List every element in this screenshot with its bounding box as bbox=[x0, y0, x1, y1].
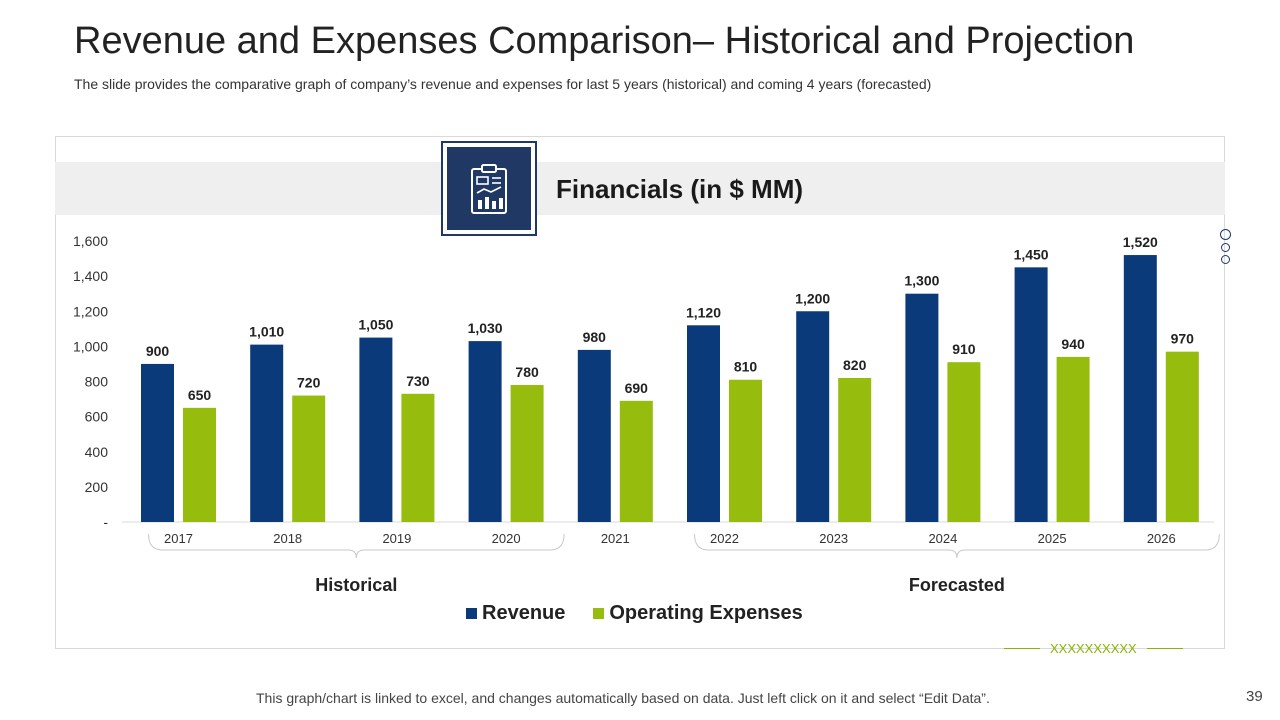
legend-item-expenses: Operating Expenses bbox=[593, 602, 803, 625]
data-label: 690 bbox=[625, 380, 649, 396]
clipboard-chart-icon bbox=[447, 147, 531, 230]
y-tick-label: - bbox=[103, 514, 108, 530]
dot-icon bbox=[1220, 243, 1230, 252]
data-label: 1,050 bbox=[358, 317, 393, 333]
x-tick-label: 2026 bbox=[1147, 531, 1176, 546]
bar-revenue bbox=[1014, 267, 1048, 522]
bar-revenue bbox=[905, 293, 939, 522]
panel-header-band bbox=[55, 162, 1225, 215]
slide-subtitle: The slide provides the comparative graph… bbox=[74, 76, 932, 92]
group-brace bbox=[148, 533, 565, 559]
financials-icon-frame bbox=[441, 141, 537, 236]
group-label-historical: Historical bbox=[315, 575, 398, 595]
data-label: 980 bbox=[583, 329, 607, 345]
legend-item-revenue: Revenue bbox=[466, 602, 565, 625]
x-tick-label: 2020 bbox=[492, 531, 521, 546]
data-label: 1,300 bbox=[904, 273, 939, 289]
bar-operating-expenses bbox=[401, 393, 435, 522]
data-label: 650 bbox=[188, 387, 212, 403]
bar-operating-expenses bbox=[183, 407, 216, 522]
bars: 900 650 1,010 720 1,050 730 1,030 780 980 690 1,12… bbox=[141, 234, 1199, 523]
bar-operating-expenses bbox=[1165, 351, 1199, 522]
group-label-forecasted: Forecasted bbox=[908, 575, 1005, 595]
bar-revenue bbox=[577, 349, 611, 522]
bar-revenue bbox=[687, 325, 720, 522]
x-tick-label: 2024 bbox=[928, 531, 957, 546]
slide-title: Revenue and Expenses Comparison– Histori… bbox=[74, 20, 1135, 62]
divider-text: XXXXXXXXXX bbox=[1050, 641, 1137, 656]
bar-revenue bbox=[468, 341, 502, 522]
bar-operating-expenses bbox=[510, 385, 544, 522]
bar-operating-expenses bbox=[292, 395, 326, 522]
data-label: 1,030 bbox=[468, 320, 503, 336]
x-tick-label: 2017 bbox=[164, 531, 193, 546]
data-label: 940 bbox=[1061, 336, 1085, 352]
data-label: 720 bbox=[297, 375, 321, 391]
data-label: 810 bbox=[734, 359, 758, 375]
data-label: 1,450 bbox=[1014, 246, 1049, 262]
data-label: 970 bbox=[1171, 331, 1195, 347]
data-label: 1,010 bbox=[249, 324, 284, 340]
data-label: 910 bbox=[952, 341, 976, 357]
data-label: 1,520 bbox=[1123, 234, 1158, 250]
y-tick-label: 1,600 bbox=[73, 233, 108, 249]
y-tick-label: 800 bbox=[85, 374, 109, 390]
x-tick-label: 2018 bbox=[273, 531, 302, 546]
data-label: 730 bbox=[406, 373, 430, 389]
chart-panel bbox=[55, 136, 1225, 649]
x-axis: 2017 2018 2019 2020 2021 2022 2023 2024 2025 2026 bbox=[164, 531, 1176, 546]
x-tick-label: 2021 bbox=[601, 531, 630, 546]
dot-icon bbox=[1220, 255, 1230, 264]
data-label: 1,200 bbox=[795, 290, 830, 306]
decorative-divider: XXXXXXXXXX bbox=[1004, 641, 1183, 656]
x-tick-label: 2023 bbox=[819, 531, 848, 546]
legend-label-revenue: Revenue bbox=[482, 602, 566, 624]
data-label: 820 bbox=[843, 357, 867, 373]
group-brace bbox=[694, 533, 1220, 559]
x-tick-label: 2019 bbox=[382, 531, 411, 546]
bar-revenue bbox=[359, 337, 393, 522]
y-tick-label: 1,400 bbox=[73, 268, 108, 284]
bar-revenue bbox=[141, 363, 174, 522]
data-label: 1,120 bbox=[686, 304, 721, 320]
bar-revenue bbox=[1123, 255, 1157, 523]
y-tick-label: 600 bbox=[85, 409, 109, 425]
bar-operating-expenses bbox=[619, 400, 653, 522]
decorative-dots bbox=[1219, 229, 1231, 267]
x-tick-label: 2022 bbox=[710, 531, 739, 546]
legend-swatch-revenue bbox=[466, 608, 477, 619]
divider-line bbox=[1146, 648, 1183, 649]
bar-operating-expenses bbox=[1056, 356, 1090, 522]
bar-operating-expenses bbox=[729, 379, 762, 522]
page-number: 39 bbox=[1246, 688, 1263, 705]
chart-legend: Revenue Operating Expenses bbox=[466, 602, 831, 625]
bar-revenue bbox=[796, 311, 830, 522]
data-label: 780 bbox=[515, 364, 539, 380]
bar-operating-expenses bbox=[838, 377, 872, 522]
bar-operating-expenses bbox=[947, 362, 981, 522]
dot-icon bbox=[1219, 229, 1231, 240]
bar-revenue bbox=[250, 344, 284, 522]
footnote: This graph/chart is linked to excel, and… bbox=[256, 690, 990, 706]
y-tick-label: 1,200 bbox=[73, 303, 108, 319]
y-tick-label: 400 bbox=[85, 444, 109, 460]
legend-swatch-expenses bbox=[593, 608, 605, 619]
panel-title: Financials (in $ MM) bbox=[556, 174, 804, 204]
data-label: 900 bbox=[146, 343, 170, 359]
y-tick-label: 200 bbox=[85, 479, 109, 495]
y-tick-label: 1,000 bbox=[73, 338, 108, 354]
x-tick-label: 2025 bbox=[1038, 531, 1067, 546]
legend-label-expenses: Operating Expenses bbox=[609, 602, 803, 624]
group-braces bbox=[148, 533, 1220, 559]
divider-line bbox=[1004, 648, 1040, 649]
